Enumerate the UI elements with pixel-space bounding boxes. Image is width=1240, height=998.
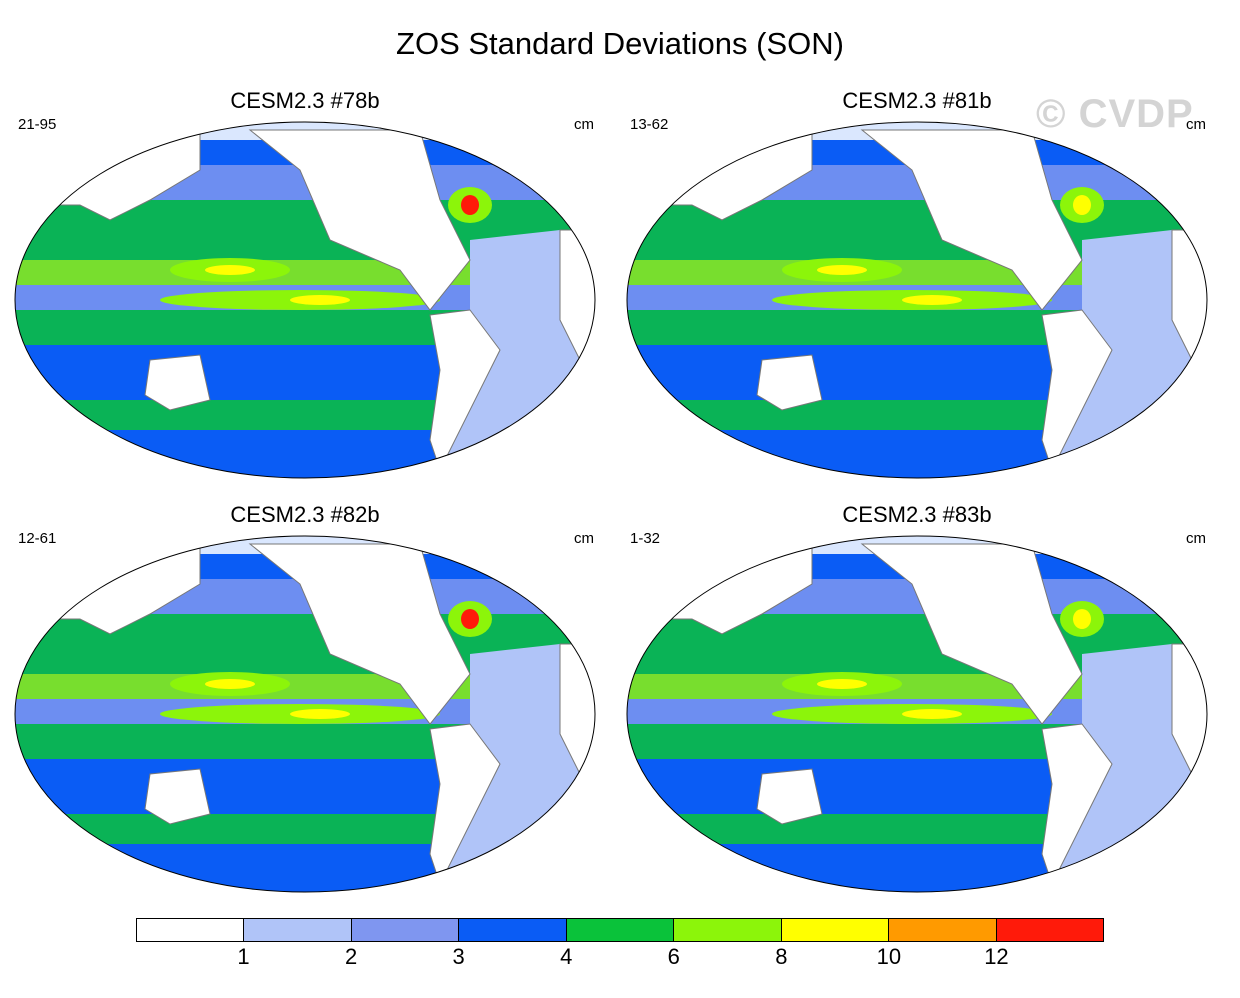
colorbar-box	[889, 919, 997, 941]
colorbar-box	[244, 919, 352, 941]
contour-blob	[290, 295, 350, 305]
colorbar-tick-label: 12	[984, 944, 1009, 969]
contour-band	[627, 844, 1207, 892]
colorbar-tick-label: 4	[560, 944, 573, 969]
contour-blob	[817, 679, 867, 689]
contour-blob	[461, 609, 479, 629]
panel-title: CESM2.3 #82b	[230, 502, 380, 527]
colorbar-tick-label: 1	[237, 944, 250, 969]
world-map	[626, 121, 1208, 479]
contour-blob	[1073, 195, 1091, 215]
land-mass	[144, 768, 211, 825]
colorbar-tick-label: 6	[667, 944, 680, 969]
main-title: ZOS Standard Deviations (SON)	[396, 26, 844, 61]
contour-blob	[902, 295, 962, 305]
colorbar-box	[674, 919, 782, 941]
contour-blob	[290, 709, 350, 719]
contour-blob	[1073, 609, 1091, 629]
map-panel-1: CESM2.3 #78b 21-95 cm	[0, 88, 610, 488]
panel-years: 21-95	[18, 116, 57, 133]
watermark: © CVDP	[1036, 92, 1194, 136]
map-panel-2: CESM2.3 #81b 13-62 cm	[612, 88, 1222, 488]
colorbar-tick-label: 3	[452, 944, 465, 969]
colorbar-tick-label: 10	[876, 944, 902, 969]
map-outline	[14, 535, 596, 893]
world-map	[626, 535, 1208, 893]
panel-years: 13-62	[630, 116, 669, 133]
panel-units: cm	[574, 116, 594, 133]
land-mass	[860, 129, 1083, 311]
land-mass	[248, 543, 471, 725]
contour-band	[627, 430, 1207, 478]
colorbar-tick-label: 8	[775, 944, 788, 969]
land-mass	[1041, 309, 1113, 472]
panel-title: CESM2.3 #81b	[842, 88, 992, 113]
map-outline	[626, 121, 1208, 479]
panel-title: CESM2.3 #78b	[230, 88, 380, 113]
world-map	[14, 535, 596, 893]
contour-blob	[817, 265, 867, 275]
land-mass	[429, 309, 501, 472]
panel-units: cm	[1186, 530, 1206, 547]
land-mass	[756, 354, 823, 411]
land-mass	[756, 768, 823, 825]
land-mass	[248, 129, 471, 311]
land-mass	[429, 723, 501, 886]
panel-years: 1-32	[630, 530, 661, 547]
panel-units: cm	[574, 530, 594, 547]
panel-units: cm	[1186, 116, 1206, 133]
contour-blob	[205, 265, 255, 275]
map-outline	[626, 535, 1208, 893]
land-mass	[144, 354, 211, 411]
contour-blob	[205, 679, 255, 689]
land-mass	[860, 543, 1083, 725]
map-outline	[14, 121, 596, 479]
panel-title: CESM2.3 #83b	[842, 502, 992, 527]
colorbar-box	[566, 919, 675, 941]
colorbar-box	[137, 919, 245, 941]
colorbar-box	[459, 919, 567, 941]
colorbar-box	[351, 919, 460, 941]
colorbar	[136, 918, 1104, 942]
land-mass	[1041, 723, 1113, 886]
world-map	[14, 121, 596, 479]
contour-band	[15, 430, 595, 478]
contour-blob	[902, 709, 962, 719]
colorbar-box	[996, 919, 1103, 941]
colorbar-tick-label: 2	[344, 944, 358, 969]
colorbar-box	[781, 919, 890, 941]
contour-blob	[461, 195, 479, 215]
panel-years: 12-61	[18, 530, 57, 547]
map-panel-4: CESM2.3 #83b 1-32 cm	[612, 502, 1222, 902]
contour-band	[15, 844, 595, 892]
map-panel-3: CESM2.3 #82b 12-61 cm	[0, 502, 610, 902]
